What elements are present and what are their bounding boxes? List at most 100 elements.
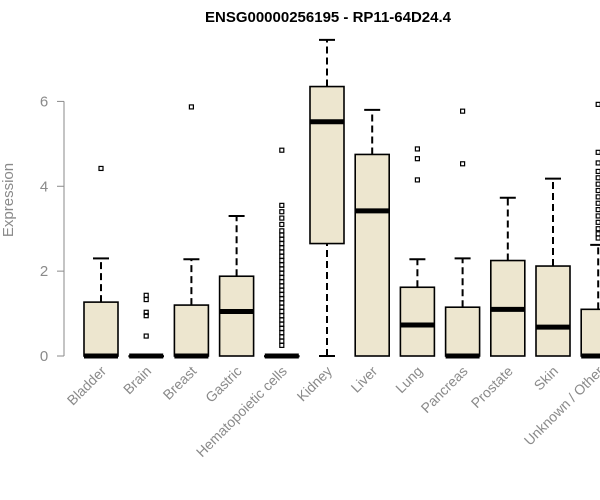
box-pancreas	[444, 108, 481, 359]
outlier-point	[279, 330, 285, 336]
outlier-point	[279, 304, 285, 310]
x-tick-label: Gastric	[202, 363, 245, 406]
outlier-point	[279, 279, 285, 285]
box-prostate	[489, 196, 526, 357]
outlier-point	[279, 228, 285, 234]
box-liver	[354, 108, 391, 357]
outlier-point	[279, 308, 285, 315]
x-tick-label: Breast	[160, 363, 200, 403]
x-tick-label: Brain	[120, 363, 154, 397]
outlier-point	[279, 266, 285, 272]
x-tick-label: Bladder	[64, 363, 110, 409]
x-tick-label: Liver	[348, 363, 381, 396]
outlier-point	[188, 104, 194, 110]
y-tick-label: 4	[40, 178, 48, 195]
box-rect	[580, 308, 600, 357]
outlier-point	[279, 274, 285, 281]
outlier-point	[460, 108, 466, 114]
outlier-point	[595, 181, 600, 187]
chart-title: ENSG00000256195 - RP11-64D24.4	[205, 9, 452, 26]
x-tick-label: Prostate	[468, 363, 516, 411]
outlier-point	[595, 168, 600, 175]
outlier-point	[595, 213, 600, 219]
outlier-point	[279, 249, 285, 255]
outlier-point	[279, 262, 285, 268]
outlier-point	[279, 215, 285, 221]
y-tick-label: 2	[40, 263, 48, 280]
outlier-point	[595, 101, 600, 107]
outlier-point	[595, 235, 600, 241]
outlier-point	[595, 175, 600, 181]
x-tick-label: Kidney	[294, 363, 336, 405]
outlier-point	[595, 226, 600, 232]
outlier-point	[143, 292, 149, 298]
box-rect	[309, 85, 345, 245]
box-rect	[399, 286, 436, 357]
box-unknown-other	[580, 101, 600, 359]
outlier-point	[279, 236, 285, 242]
outlier-point	[279, 147, 285, 153]
x-tick-label: Lung	[392, 363, 425, 396]
outlier-point	[414, 177, 420, 183]
boxes-group	[83, 38, 600, 359]
box-rect	[354, 153, 391, 357]
outlier-point	[279, 338, 285, 344]
box-rect	[83, 301, 119, 357]
outlier-point	[279, 240, 285, 247]
outlier-point	[279, 202, 285, 208]
outlier-point	[279, 270, 285, 276]
outlier-point	[279, 325, 285, 332]
outlier-point	[279, 232, 285, 238]
y-tick-label: 6	[40, 93, 48, 110]
box-gastric	[218, 214, 255, 357]
outlier-point	[279, 245, 285, 251]
outlier-point	[595, 200, 600, 206]
box-rect	[218, 275, 255, 357]
outlier-point	[143, 309, 149, 315]
x-tick-label: Skin	[531, 363, 562, 394]
outlier-point	[279, 287, 285, 293]
outlier-point	[98, 165, 104, 172]
y-tick-label: 0	[40, 348, 48, 365]
box-hematopoietic-cells	[263, 147, 300, 359]
box-brain	[128, 292, 164, 359]
outlier-point	[279, 257, 285, 264]
box-rect	[535, 265, 571, 357]
outlier-point	[279, 291, 285, 298]
outlier-point	[595, 187, 600, 194]
outlier-point	[279, 296, 285, 302]
outlier-point	[279, 300, 285, 306]
outlier-point	[595, 194, 600, 200]
outlier-point	[279, 321, 285, 327]
outlier-point	[279, 221, 285, 228]
y-axis-label: Expression	[0, 163, 17, 237]
outlier-point	[595, 149, 600, 155]
outlier-point	[279, 253, 285, 259]
outlier-point	[595, 231, 600, 237]
box-rect	[173, 304, 210, 357]
outlier-point	[279, 313, 285, 319]
box-kidney	[309, 38, 345, 357]
box-breast	[173, 104, 210, 359]
outlier-point	[279, 334, 285, 340]
outlier-point	[143, 296, 149, 303]
outlier-point	[595, 160, 600, 166]
box-lung	[399, 146, 436, 357]
outlier-point	[460, 161, 466, 167]
box-rect	[444, 306, 481, 357]
outlier-point	[595, 207, 600, 213]
x-tick-label: Unknown / Other	[521, 363, 600, 449]
outlier-point	[279, 317, 285, 323]
box-skin	[535, 177, 571, 357]
outlier-point	[143, 313, 149, 319]
outlier-point	[414, 146, 420, 152]
outlier-point	[414, 156, 420, 162]
outlier-point	[279, 283, 285, 289]
x-tick-label: Pancreas	[418, 363, 471, 416]
y-axis: 0 2 4 6	[40, 93, 65, 365]
box-bladder	[83, 165, 119, 359]
outlier-point	[595, 219, 600, 225]
outlier-point	[279, 209, 285, 215]
